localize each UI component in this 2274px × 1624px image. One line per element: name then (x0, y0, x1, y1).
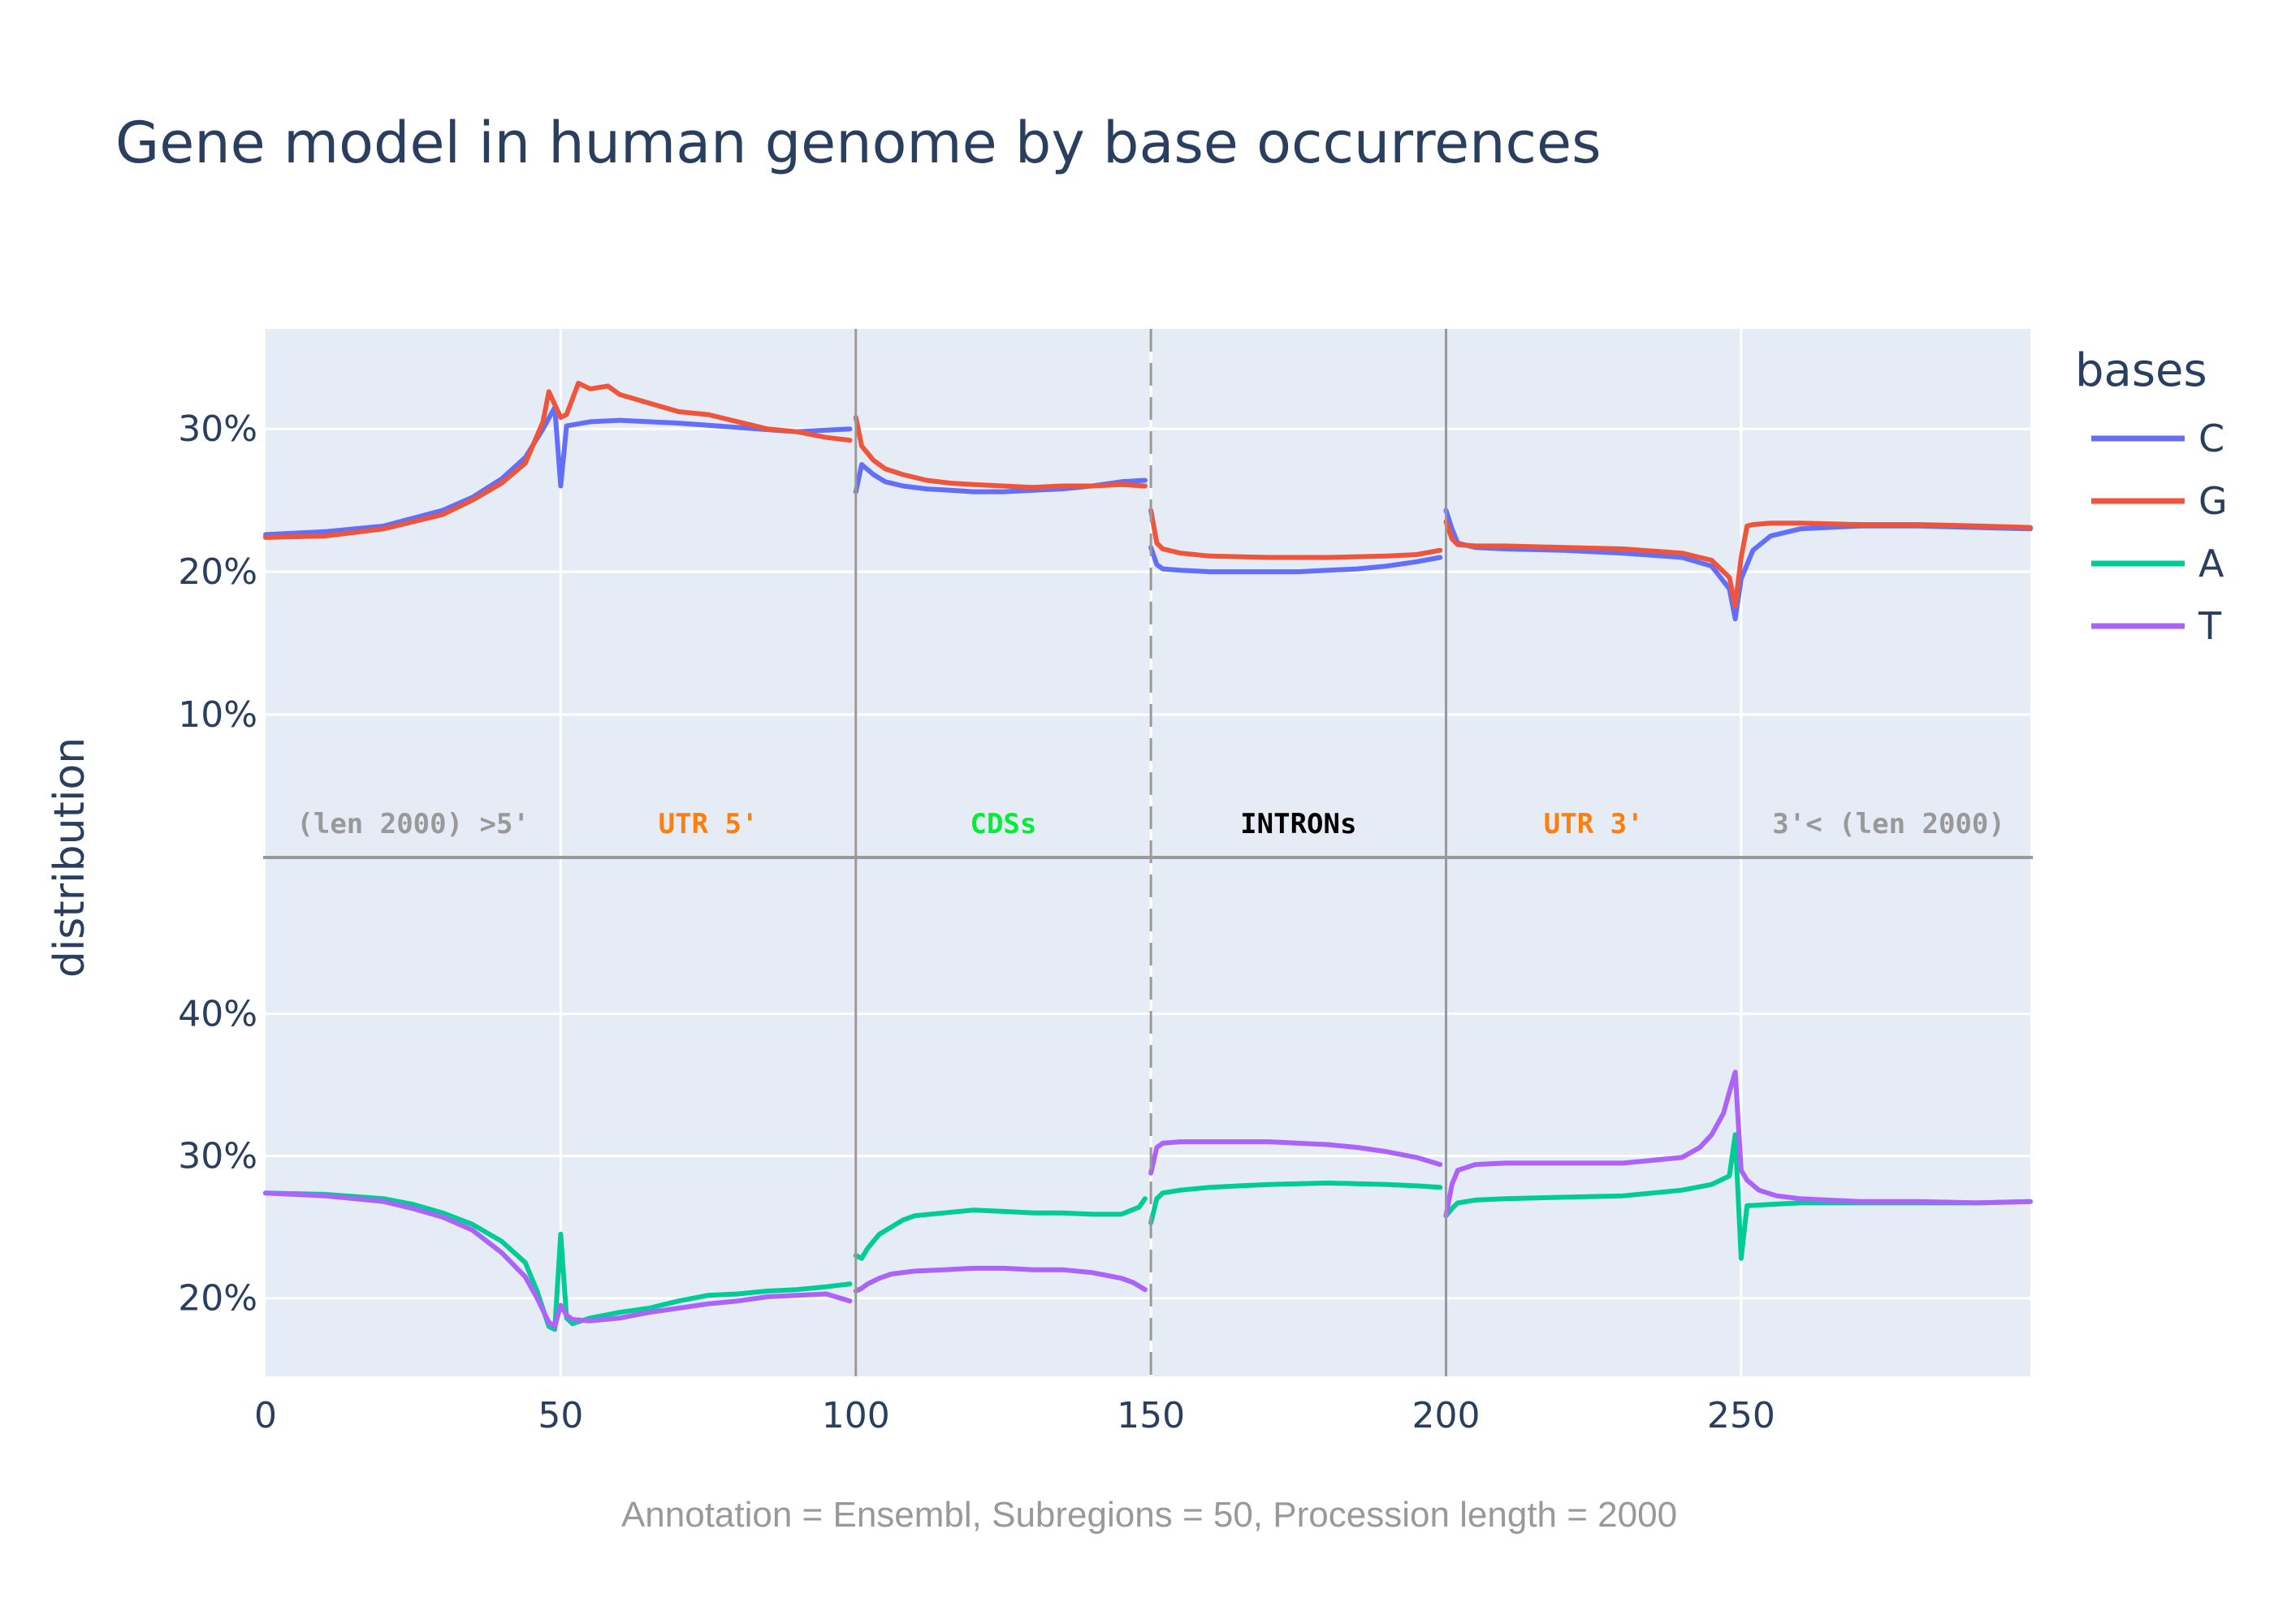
series-line-C (1148, 545, 1443, 575)
y-axis-bottom: 20% 30% 40% (178, 994, 257, 1320)
series-line-T (1148, 1139, 1443, 1176)
y-tick-label: 20% (178, 551, 257, 593)
series-line-A (1148, 1180, 1443, 1225)
series-group-top (263, 380, 2033, 622)
panel-bottom: 20% 30% 40% (178, 857, 2033, 1376)
series-line-G (853, 415, 1148, 490)
series-group-bottom (263, 1069, 2033, 1332)
x-tick-label: 100 (822, 1395, 890, 1436)
series-line-T (1443, 1069, 2033, 1219)
series-line-A (853, 1196, 1148, 1261)
x-tick-label: 200 (1412, 1395, 1481, 1436)
region-label: UTR 5' (659, 808, 759, 840)
region-label: (len 2000) >5' (296, 808, 530, 840)
x-tick-label: 50 (538, 1395, 583, 1436)
region-label: UTR 3' (1544, 808, 1644, 840)
y-tick-label: 10% (178, 694, 257, 736)
legend-label-G[interactable]: G (2198, 479, 2228, 523)
series-line-G (263, 380, 853, 540)
region-label: 3'< (len 2000) (1772, 808, 2005, 840)
y-axis-top: 10% 20% 30% (178, 408, 257, 736)
y-tick-label: 30% (178, 408, 257, 450)
region-label: INTRONs (1240, 808, 1356, 840)
y-tick-label: 30% (178, 1136, 257, 1177)
plot-area-top (266, 329, 2030, 857)
x-tick-label: 250 (1707, 1395, 1775, 1436)
series-line-A (263, 1190, 853, 1332)
series-line-G (1443, 519, 2033, 609)
legend-label-A[interactable]: A (2198, 542, 2224, 585)
legend-title: bases (2075, 344, 2207, 397)
series-line-G (1148, 508, 1443, 560)
x-tick-label: 150 (1117, 1395, 1185, 1436)
chart-footer: Annotation = Ensembl, Subregions = 50, P… (621, 1495, 1677, 1535)
panel-top: 10% 20% 30% (178, 329, 2033, 857)
y-tick-label: 20% (178, 1278, 257, 1320)
region-label: CDSs (970, 808, 1036, 840)
legend-label-T[interactable]: T (2198, 604, 2222, 648)
series-line-T (263, 1190, 853, 1329)
y-axis-title: distribution (45, 737, 94, 978)
y-tick-label: 40% (178, 994, 257, 1035)
region-boundaries (854, 329, 1448, 1376)
chart-title: Gene model in human genome by base occur… (115, 110, 1602, 176)
region-labels: (len 2000) >5' UTR 5' CDSs INTRONs UTR 3' 3'<… (296, 808, 2004, 840)
x-axis: 0 50 100 150 200 250 (254, 1395, 1775, 1436)
legend-label-C[interactable]: C (2198, 417, 2224, 460)
series-line-T (853, 1265, 1148, 1294)
x-tick-label: 0 (254, 1395, 277, 1436)
